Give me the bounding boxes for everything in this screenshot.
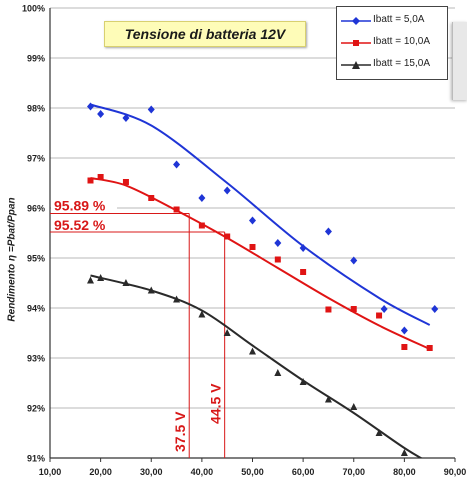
data-point — [249, 347, 256, 355]
legend-label: Ibatt = 5,0A — [373, 14, 425, 25]
data-point — [249, 244, 256, 250]
data-point — [299, 378, 307, 385]
y-tick-label: 95% — [27, 254, 45, 264]
data-point — [299, 244, 307, 252]
trend-line-series-1 — [90, 177, 431, 350]
side-panel — [452, 22, 467, 100]
data-point — [87, 177, 94, 184]
y-tick-label: 92% — [27, 404, 45, 414]
data-point — [350, 403, 358, 410]
data-point — [97, 274, 105, 281]
x-tick-label: 90,00 — [444, 467, 467, 477]
x-tick-label: 50,00 — [241, 467, 264, 477]
data-point — [274, 256, 281, 263]
x-tick-label: 80,00 — [393, 467, 416, 477]
data-point — [198, 310, 206, 318]
data-point — [401, 344, 408, 350]
data-point — [122, 114, 130, 122]
data-point — [223, 186, 231, 195]
data-point — [324, 395, 332, 403]
data-point — [87, 102, 94, 111]
chart-title: Tensione di batteria 12V — [104, 21, 306, 47]
data-point — [400, 326, 408, 335]
chart-title-text: Tensione di batteria 12V — [124, 26, 286, 42]
y-axis-label: Rendimento η =Pbat/Ppan — [6, 197, 18, 322]
x-tick-label: 30,00 — [140, 467, 163, 477]
data-point — [274, 239, 282, 247]
x-tick-label: 70,00 — [342, 467, 365, 477]
legend-marker-square-icon — [341, 40, 371, 46]
data-point — [173, 206, 180, 213]
annotation-label-bg — [51, 197, 117, 213]
legend-label: Ibatt = 15,0A — [373, 58, 430, 69]
data-point — [198, 222, 205, 229]
data-point — [223, 329, 231, 336]
data-point — [375, 429, 383, 436]
y-tick-label: 91% — [27, 454, 45, 464]
x-tick-label: 10,00 — [39, 467, 62, 477]
data-point — [97, 110, 105, 118]
annotation-label: 44.5 V — [208, 383, 224, 424]
data-point — [147, 286, 155, 294]
x-tick-label: 20,00 — [89, 467, 112, 477]
x-tick-label: 60,00 — [292, 467, 315, 477]
data-point — [380, 305, 388, 313]
legend: Ibatt = 5,0A Ibatt = 10,0A Ibatt = 15,0A — [336, 6, 448, 80]
data-point — [148, 195, 155, 201]
data-point — [426, 345, 433, 351]
y-tick-label: 100% — [22, 4, 45, 14]
trend-line-series-2 — [90, 274, 423, 458]
y-tick-label: 94% — [27, 304, 45, 314]
data-point — [350, 256, 358, 265]
x-tick-label: 40,00 — [191, 467, 214, 477]
data-point — [122, 179, 129, 185]
legend-marker-triangle-icon — [341, 61, 371, 69]
data-point — [431, 305, 439, 313]
y-tick-label: 96% — [27, 204, 45, 214]
data-point — [198, 194, 206, 202]
data-point — [324, 227, 332, 236]
legend-item-5a: Ibatt = 5,0A — [337, 11, 447, 31]
legend-item-10a: Ibatt = 10,0A — [337, 33, 447, 53]
data-point — [224, 233, 231, 240]
y-tick-label: 93% — [27, 354, 45, 364]
data-point — [350, 306, 357, 312]
data-point — [173, 295, 181, 303]
y-tick-label: 98% — [27, 104, 45, 114]
data-point — [122, 279, 130, 286]
legend-label: Ibatt = 10,0A — [373, 36, 430, 47]
data-point — [300, 269, 307, 275]
data-point — [87, 276, 94, 284]
annotation-label: 95.52 % — [54, 217, 106, 233]
legend-item-15a: Ibatt = 15,0A — [337, 55, 447, 75]
data-point — [400, 449, 408, 456]
data-point — [147, 105, 155, 114]
data-point — [97, 174, 104, 180]
y-tick-label: 99% — [27, 54, 45, 64]
data-point — [173, 160, 181, 169]
legend-marker-diamond-icon — [341, 17, 371, 25]
annotation-label: 95.89 % — [54, 198, 106, 214]
data-point — [274, 369, 282, 376]
data-point — [376, 312, 383, 319]
data-point — [249, 216, 256, 225]
trend-line-series-0 — [90, 103, 431, 326]
annotation-label: 37.5 V — [172, 411, 188, 452]
y-tick-label: 97% — [27, 154, 45, 164]
data-point — [325, 306, 332, 313]
